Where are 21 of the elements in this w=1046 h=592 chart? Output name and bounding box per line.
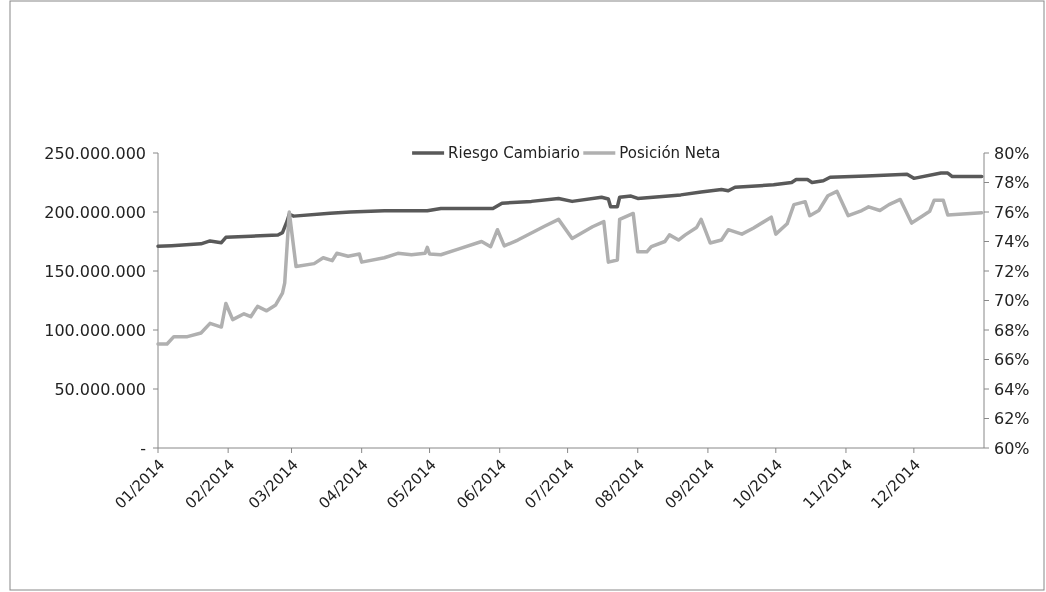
y2-tick-label: 62% bbox=[994, 409, 1030, 429]
y-tick-label: 50.000.000 bbox=[54, 379, 146, 399]
y2-tick-label: 80% bbox=[994, 143, 1030, 163]
y2-tick-label: 70% bbox=[994, 291, 1030, 311]
y-tick-label: - bbox=[140, 438, 146, 458]
line-series bbox=[156, 171, 984, 248]
legend-label: Riesgo Cambiario bbox=[448, 144, 580, 163]
y-tick-label: 150.000.000 bbox=[44, 261, 146, 281]
y2-tick-label: 78% bbox=[994, 173, 1030, 193]
y2-tick-label: 74% bbox=[994, 232, 1030, 252]
y2-tick-label: 68% bbox=[994, 320, 1030, 340]
y2-tick-label: 72% bbox=[994, 261, 1030, 281]
y2-tick-label: 60% bbox=[994, 438, 1030, 458]
y2-tick-label: 64% bbox=[994, 379, 1030, 399]
legend-label: Posición Neta bbox=[619, 144, 721, 163]
y-tick-label: 100.000.000 bbox=[44, 320, 146, 340]
y-tick-label: 250.000.000 bbox=[44, 143, 146, 163]
line-series bbox=[156, 189, 984, 346]
y2-tick-label: 76% bbox=[994, 202, 1030, 222]
y-tick-label: 200.000.000 bbox=[44, 202, 146, 222]
y2-tick-label: 66% bbox=[994, 350, 1030, 370]
